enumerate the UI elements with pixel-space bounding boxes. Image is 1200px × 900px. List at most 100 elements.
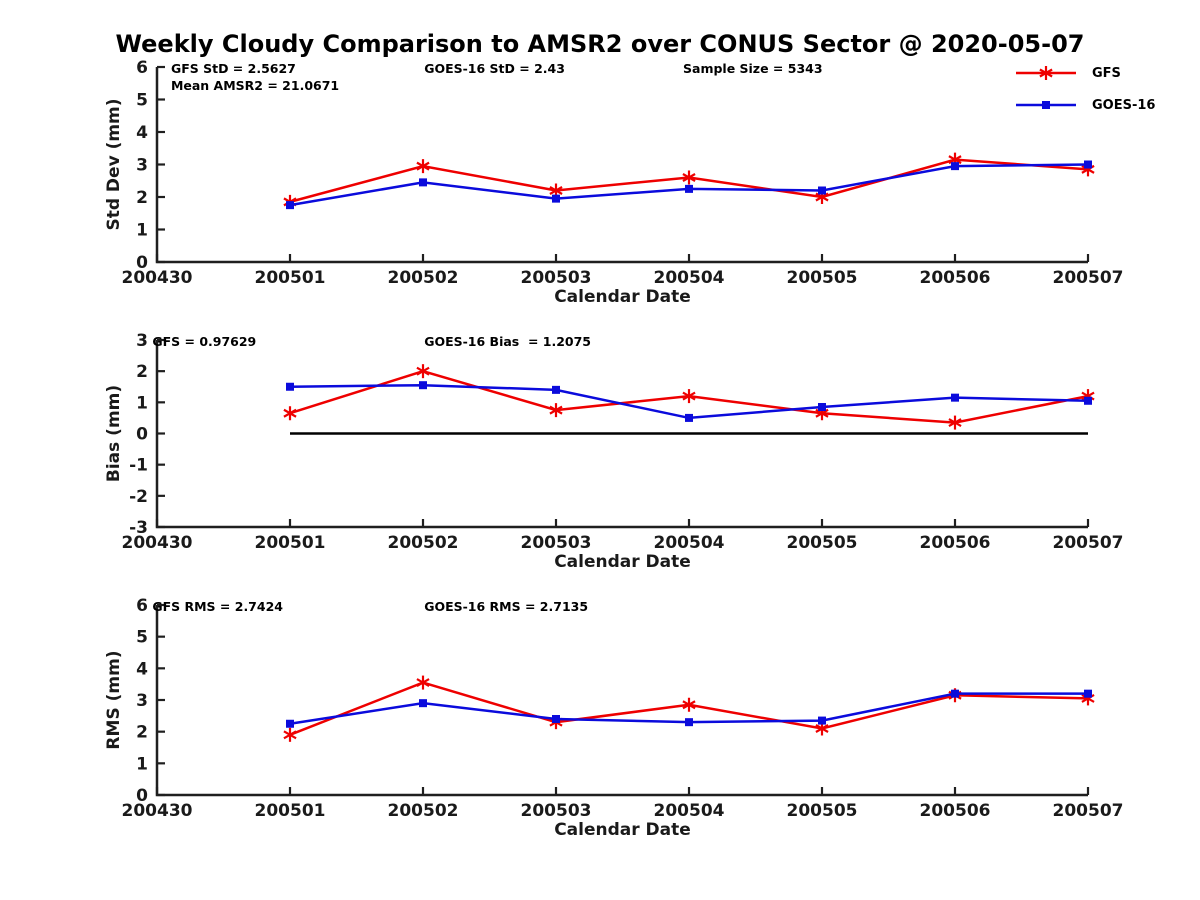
annotation-text: GOES-16 Bias = 1.2075 [424,334,591,349]
rms-panel-series-goes-16 [286,689,1092,728]
star-spoke [948,418,962,428]
bias-chart: -3 -2 -1 0 1 2 3 200430 200501 200502 200503 200504… [104,331,1124,572]
star-marker [283,727,297,742]
square-marker [1084,689,1092,698]
star-marker [416,364,430,379]
square-marker [286,719,294,728]
x-tick-label: 200501 [255,801,326,821]
x-tick-label: 200505 [787,801,858,821]
bias-panel-series-goes-16 [286,381,1092,422]
square-marker [552,385,560,394]
rms-panel-y-ticks: 0 1 2 3 4 5 6 [136,596,165,806]
star-spoke [1081,164,1095,174]
star-marker [948,415,962,430]
y-tick-label: 3 [136,331,148,351]
legend-item-gfs: GFS [1014,63,1155,83]
rms-panel-x-ticks: 200430 200501 200502 200503 200504 200505 2005… [122,787,1124,821]
star-marker [416,159,430,174]
x-tick-label: 200503 [521,268,592,288]
star-spoke [815,724,829,733]
x-tick-label: 200503 [521,533,592,553]
x-tick-label: 200504 [654,268,725,288]
x-tick-label: 200506 [920,801,991,821]
y-tick-label: 1 [136,393,148,413]
rms-panel-xlabel: Calendar Date [554,820,691,840]
star-spoke [416,366,430,376]
legend-label-gfs: GFS [1092,65,1121,81]
bias-panel-x-ticks: 200430 200501 200502 200503 200504 200505 2005… [122,519,1124,553]
star-marker [682,697,696,712]
y-tick-label: 3 [136,691,148,711]
std-dev-panel-xlabel: Calendar Date [554,287,691,305]
star-marker [416,675,430,690]
y-tick-label: 4 [136,123,148,143]
x-tick-label: 200507 [1053,533,1124,553]
x-tick-label: 200507 [1053,268,1124,288]
annotation-text: GOES-16 StD = 2.43 [424,61,565,76]
bias-panel-y-ticks: -3 -2 -1 0 1 2 3 [129,331,165,538]
square-marker [951,162,959,171]
y-tick-label: -3 [129,518,148,538]
star-spoke [283,408,297,418]
rms-panel-series-gfs [283,675,1095,742]
rms-panel-axes [155,605,1088,797]
x-tick-label: 200506 [920,533,991,553]
y-tick-label: 2 [136,723,148,743]
y-tick-label: 2 [136,188,148,208]
star-spoke [1081,693,1095,703]
annotation-text: GFS StD = 2.5627 [171,61,296,76]
x-tick-label: 200504 [654,801,725,821]
y-tick-label: 5 [136,628,148,648]
square-marker [685,718,693,727]
legend-label-goes16: GOES-16 [1092,97,1156,113]
bias-panel-ylabel: Bias (mm) [104,385,124,482]
bias-panel-xlabel: Calendar Date [554,552,691,572]
star-spoke [549,405,563,415]
square-marker [818,716,826,725]
star-spoke [416,678,430,688]
star-spoke [416,161,430,171]
y-tick-label: -2 [129,487,148,507]
x-tick-label: 200505 [787,533,858,553]
std-dev-panel-x-ticks: 200430 200501 200502 200503 200504 200505 2005… [122,254,1124,288]
y-tick-label: 5 [136,91,148,111]
legend-item-goes16: GOES-16 [1014,95,1155,115]
x-tick-label: 200503 [521,801,592,821]
std-dev-panel-axes [155,67,1088,264]
y-tick-label: 1 [136,221,148,241]
y-tick-label: 6 [136,596,148,616]
std-dev-panel-ylabel: Std Dev (mm) [104,98,124,230]
x-tick-label: 200501 [255,533,326,553]
star-marker [682,170,696,185]
x-tick-label: 200507 [1053,801,1124,821]
legend: GFS GOES-16 [1014,63,1155,115]
y-tick-label: 4 [136,659,148,679]
star-spoke [549,186,563,195]
square-marker [286,201,294,210]
square-marker [1084,396,1092,405]
star-spoke [815,408,829,418]
y-tick-label: 0 [136,425,148,445]
square-marker [818,403,826,412]
rms-panel-annotations: GFS RMS = 2.7424 GOES-16 RMS = 2.7135 [152,599,588,614]
square-marker [419,699,427,708]
std-dev-panel-series-goes-16 [286,160,1092,210]
gfs-line-star-icon [1016,66,1076,80]
star-marker [283,406,297,421]
annotation-text: GOES-16 RMS = 2.7135 [424,599,588,614]
x-tick-label: 200502 [388,533,459,553]
square-marker [951,689,959,698]
std-dev-panel-series-gfs [283,152,1095,209]
x-tick-label: 200506 [920,268,991,288]
square-marker [552,194,560,203]
annotation-text: Sample Size = 5343 [683,61,823,76]
star-spoke [283,730,297,740]
star-spoke [1081,391,1095,401]
y-tick-label: 3 [136,156,148,176]
square-marker [286,382,294,391]
square-marker [951,393,959,402]
y-tick-label: 0 [136,253,148,273]
